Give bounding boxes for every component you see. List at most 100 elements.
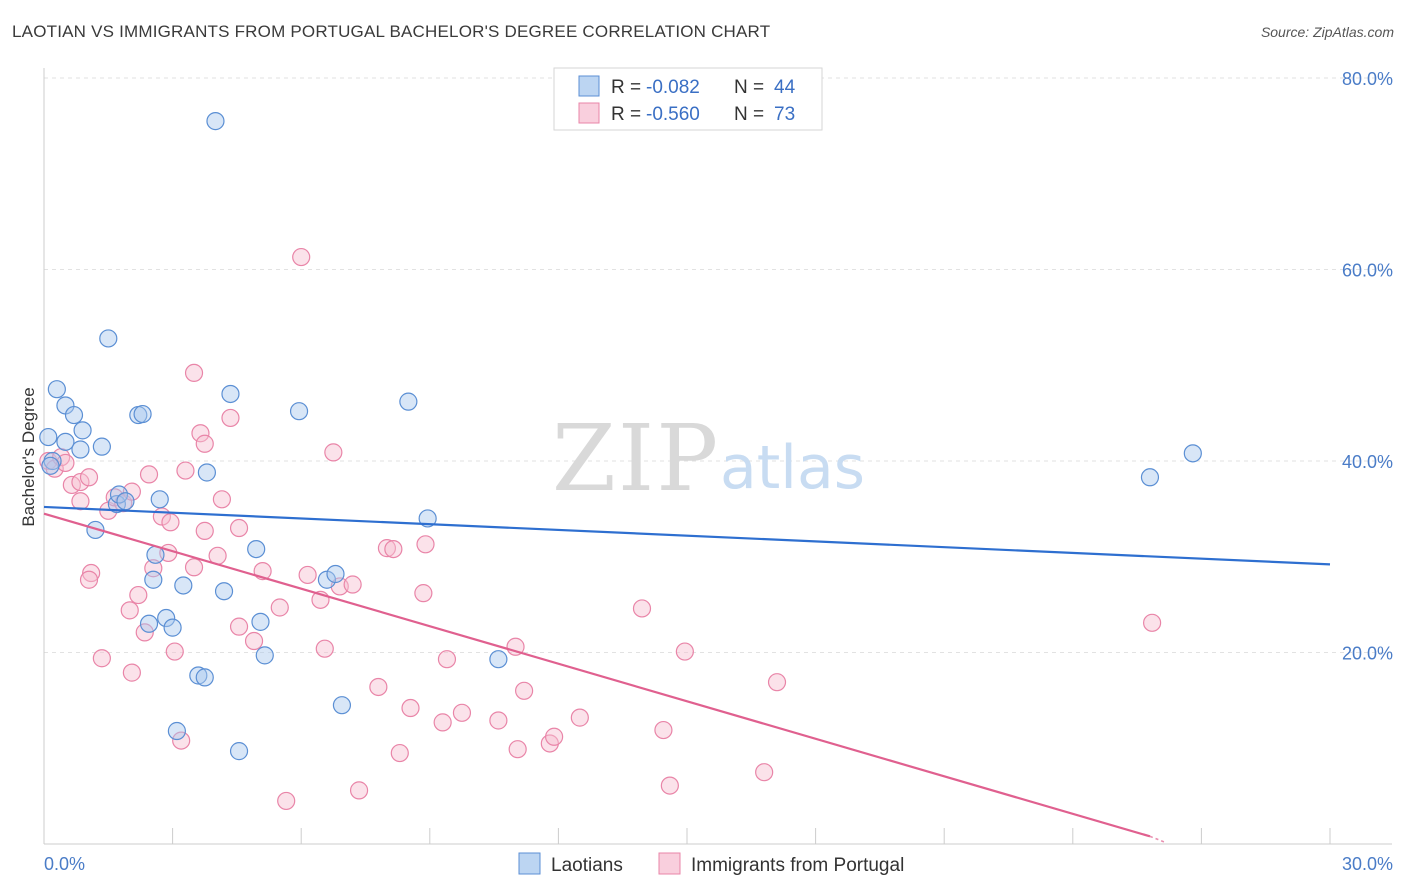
portugal-point [165, 642, 184, 661]
laotian-point [109, 485, 129, 504]
y-axis-label: Bachelor's Degree [19, 387, 38, 526]
gridlines [44, 77, 1392, 653]
portugal-point [489, 711, 508, 730]
portugal-point [229, 518, 249, 538]
portugal-point [377, 539, 397, 558]
legend-row2-r-value: -0.560 [646, 104, 700, 125]
portugal-point [369, 677, 388, 697]
laotian-point [197, 463, 216, 482]
laotian-point [251, 612, 270, 631]
portugal-point [120, 601, 139, 620]
x-tick-label: 0.0% [44, 854, 85, 874]
portugal-point [515, 681, 534, 700]
legend-row1-n-label: N = [734, 77, 764, 98]
bottom-legend-laotians-swatch [518, 852, 541, 875]
y-tick-label: 40.0% [1342, 452, 1393, 472]
legend-row2-r-label: R = [611, 104, 641, 125]
portugal-point [270, 598, 289, 617]
portugal-point [82, 563, 101, 583]
laotian-point [99, 329, 118, 348]
tick-labels: 20.0% 40.0% 60.0% 80.0% 0.0% 30.0% [44, 69, 1393, 874]
portugal-point [315, 639, 334, 658]
laotian-point [229, 742, 249, 761]
chart-title: LAOTIAN VS IMMIGRANTS FROM PORTUGAL BACH… [12, 22, 771, 41]
portugal-point [221, 408, 240, 428]
laotian-point [206, 111, 225, 131]
laotian-point [167, 721, 186, 741]
portugal-point [229, 617, 249, 636]
laotian-point [289, 402, 309, 421]
x-tick-label: 30.0% [1342, 854, 1393, 874]
watermark-atlas: atlas [720, 433, 865, 503]
laotian-point [47, 380, 66, 399]
portugal-point [195, 521, 214, 540]
portugal-point [433, 713, 452, 732]
laotian-point [144, 570, 163, 589]
portugal-point [184, 558, 204, 577]
laotian-point [157, 608, 176, 628]
laotian-point [247, 539, 266, 559]
laotian-point [163, 618, 182, 637]
portugal-point [324, 443, 343, 462]
portugal-point [79, 468, 99, 487]
laotian-point [41, 456, 60, 475]
portugal-point [195, 434, 214, 453]
laotian-point [332, 696, 352, 715]
portugal-point [416, 535, 435, 554]
laotian-point [174, 576, 193, 595]
portugal-point [654, 720, 673, 740]
correlation-legend: R = -0.082 N = 44 R = -0.560 N = 73 [553, 67, 823, 131]
y-tick-label: 80.0% [1342, 69, 1393, 89]
portugal-point [545, 727, 564, 746]
source-credit: Source: ZipAtlas.com [1260, 24, 1394, 40]
portugal-point [139, 465, 159, 484]
portugal-point [129, 585, 148, 605]
portugal-point [384, 539, 403, 559]
laotian-point [92, 437, 111, 456]
series-laotians-points [39, 111, 1202, 761]
portugal-point [176, 461, 195, 480]
laotian-point [1183, 444, 1202, 463]
laotian-point [214, 582, 234, 601]
laotian-point [255, 646, 274, 665]
portugal-trend-line [43, 512, 1151, 838]
laotian-point [418, 509, 437, 528]
legend-portugal-swatch [578, 102, 600, 124]
laotian-point [56, 432, 75, 451]
portugal-point [135, 623, 154, 642]
series-legend: Laotians Immigrants from Portugal [518, 852, 904, 876]
y-tick-label: 20.0% [1342, 644, 1393, 664]
trend-lines [43, 505, 1331, 843]
portugal-point [292, 247, 311, 267]
portugal-point [452, 703, 472, 722]
portugal-point [298, 565, 317, 585]
watermark-zip: ZIP [552, 405, 720, 512]
laotian-point [64, 405, 84, 425]
portugal-point [92, 649, 111, 668]
portugal-point [172, 731, 191, 750]
legend-row1-r-label: R = [611, 77, 641, 98]
portugal-point [660, 776, 679, 795]
portugal-point [767, 673, 787, 692]
legend-row2-n-value: 73 [774, 104, 795, 125]
laotian-point [73, 421, 92, 440]
legend-laotians-swatch [578, 75, 600, 97]
laotians-trend-line [43, 505, 1331, 566]
portugal-point [71, 472, 90, 492]
legend-row2-n-label: N = [734, 104, 764, 125]
portugal-point [401, 698, 420, 718]
bottom-legend-laotians-label: Laotians [551, 855, 623, 876]
portugal-trend-extension [1149, 835, 1166, 843]
portugal-point [570, 708, 589, 727]
laotian-point [71, 440, 90, 459]
portugal-point [277, 791, 296, 811]
portugal-point [79, 570, 99, 589]
laotian-point [150, 490, 169, 509]
laotian-point [326, 564, 345, 584]
laotian-point [86, 520, 105, 540]
portugal-point [1143, 613, 1162, 632]
laotian-point [1140, 468, 1160, 487]
portugal-point [508, 740, 527, 759]
portugal-point [244, 631, 264, 651]
